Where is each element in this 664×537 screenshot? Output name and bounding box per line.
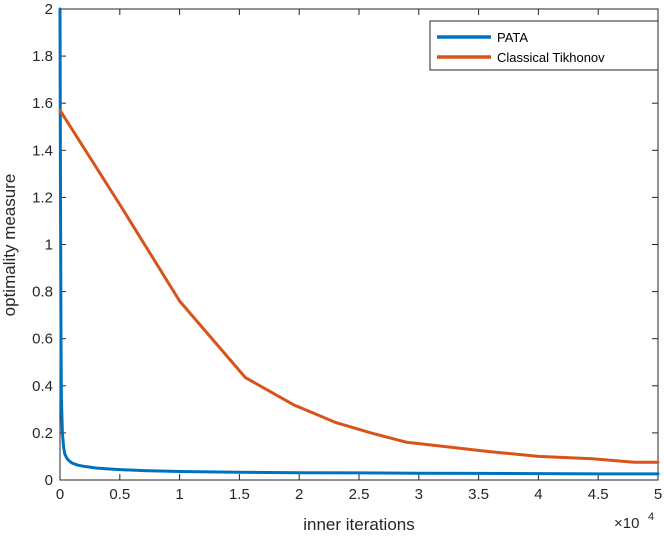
series-line-pata (58, 7, 660, 476)
y-tick-label: 1 (45, 237, 53, 254)
x-tick-label: 3 (415, 486, 423, 503)
legend-label-classical-tikhonov: Classical Tikhonov (497, 50, 605, 65)
y-tick-label: 2 (45, 1, 53, 18)
x-tick-label: 4.5 (588, 486, 609, 503)
series-line-classical-tikhonov (58, 108, 660, 464)
x-tick-label: 1 (175, 486, 183, 503)
x-axis-label: inner iterations (303, 515, 415, 534)
x-tick-label: 0.5 (109, 486, 130, 503)
x-multiplier-base: ×10 (614, 515, 639, 532)
x-tick-label: 0 (56, 486, 64, 503)
legend: PATA Classical Tikhonov (429, 20, 659, 71)
legend-label-pata: PATA (497, 30, 528, 45)
series-layer (58, 7, 660, 476)
y-tick-label: 0.2 (32, 425, 53, 442)
x-tick-label: 2.5 (349, 486, 370, 503)
x-tick-label: 2 (295, 486, 303, 503)
y-tick-label: 1.4 (32, 142, 53, 159)
x-tick-label: 4 (534, 486, 542, 503)
plot-area (59, 8, 659, 481)
tick-labels: 0 0.5 1 1.5 2 2.5 3 3.5 4 4.5 5 0 0.2 0.4 0.6 0.8 1 1.2 1.… (32, 1, 662, 503)
y-tick-label: 0.4 (32, 378, 53, 395)
legend-box (429, 20, 659, 71)
y-tick-label: 0 (45, 472, 53, 489)
x-tick-label: 3.5 (468, 486, 489, 503)
x-tick-label: 1.5 (229, 486, 250, 503)
y-tick-label: 1.2 (32, 189, 53, 206)
y-tick-label: 1.8 (32, 48, 53, 65)
y-tick-label: 0.8 (32, 284, 53, 301)
y-tick-label: 1.6 (32, 95, 53, 112)
x-tick-label: 5 (654, 486, 662, 503)
axes-frame (59, 8, 659, 481)
x-multiplier: ×10 4 (614, 511, 654, 532)
y-axis-label: optimality measure (0, 174, 19, 317)
x-multiplier-exponent: 4 (648, 511, 654, 523)
y-tick-label: 0.6 (32, 331, 53, 348)
